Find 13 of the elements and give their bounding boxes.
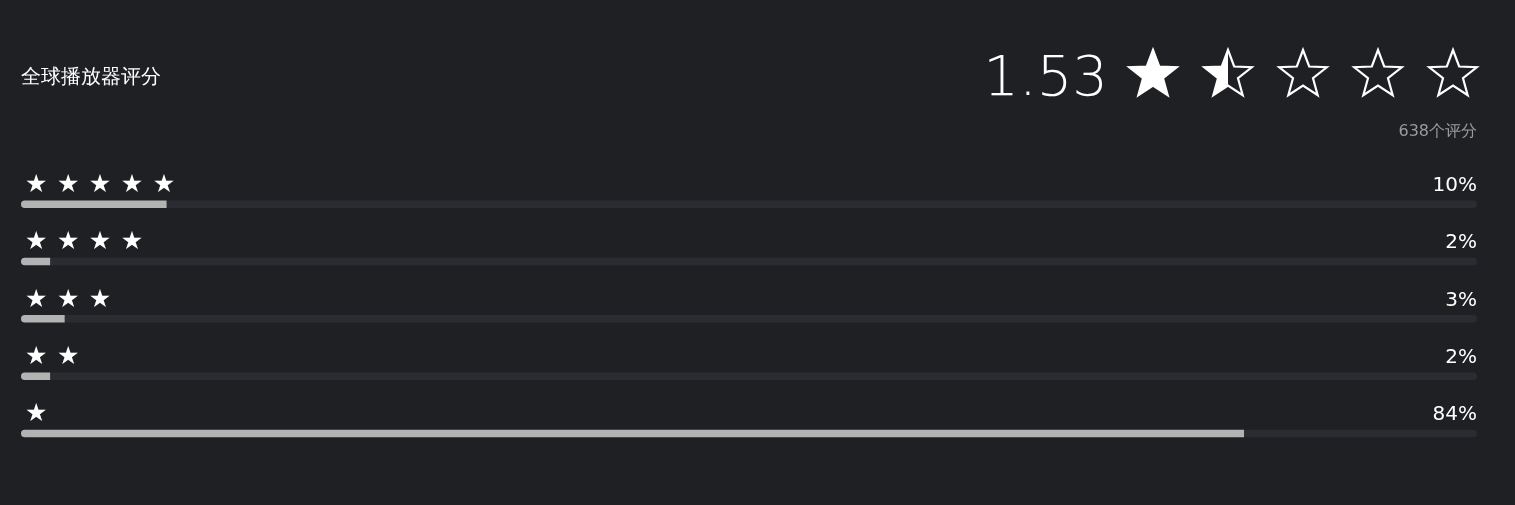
category-label: ★★ bbox=[25, 340, 89, 370]
value-label: 3% bbox=[1445, 286, 1477, 311]
category-label: ★★★★★ bbox=[25, 169, 185, 198]
value-label: 84% bbox=[1432, 401, 1477, 426]
category-label: ★ bbox=[25, 398, 57, 428]
value-label: 10% bbox=[1432, 172, 1477, 196]
value-label: 2% bbox=[1445, 343, 1477, 368]
title: 全球播放器评分 bbox=[21, 64, 161, 88]
category-label: ★★★★ bbox=[25, 226, 153, 256]
annotation: 638个评分 bbox=[1398, 121, 1477, 140]
value-label: 2% bbox=[1445, 229, 1477, 254]
category-label: ★★★ bbox=[25, 283, 121, 313]
annotation: 1.53 bbox=[983, 43, 1108, 108]
